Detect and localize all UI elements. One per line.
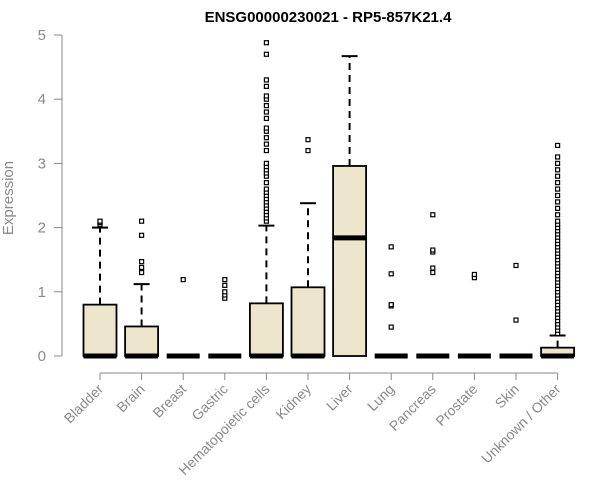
outlier-point bbox=[554, 180, 561, 186]
y-tick-label: 1 bbox=[38, 284, 46, 301]
outlier-point bbox=[430, 269, 436, 276]
box-group bbox=[208, 277, 242, 359]
outlier-point bbox=[305, 137, 311, 143]
outlier-point bbox=[388, 271, 394, 277]
box-group bbox=[540, 142, 575, 359]
outlier-point bbox=[180, 277, 186, 283]
outlier-point bbox=[263, 40, 269, 46]
outlier-point bbox=[471, 271, 477, 278]
outlier-point bbox=[554, 218, 561, 224]
box-rect bbox=[290, 286, 326, 357]
outlier-point bbox=[263, 141, 269, 147]
box-group bbox=[332, 55, 368, 357]
outlier-point bbox=[554, 167, 561, 173]
outlier-point bbox=[263, 77, 269, 83]
outlier-point bbox=[554, 173, 561, 179]
outlier-point bbox=[263, 115, 269, 122]
box-rect bbox=[124, 325, 159, 357]
outlier-point bbox=[388, 302, 394, 308]
y-tick-label: 4 bbox=[38, 91, 46, 108]
box-group bbox=[290, 137, 326, 359]
x-tick-label: Lung bbox=[364, 381, 397, 414]
box-rect bbox=[332, 165, 368, 357]
box-group bbox=[457, 271, 491, 359]
outlier-point bbox=[97, 218, 103, 224]
outlier-point bbox=[222, 277, 228, 283]
plot-area bbox=[82, 40, 575, 359]
outlier-point bbox=[430, 212, 436, 218]
outlier-point bbox=[305, 147, 311, 154]
outlier-point bbox=[222, 282, 228, 288]
outlier-point bbox=[139, 269, 145, 276]
outlier-point bbox=[388, 244, 394, 250]
x-tick-label: Liver bbox=[323, 381, 356, 414]
outlier-point bbox=[554, 212, 561, 218]
outlier-point bbox=[139, 218, 145, 224]
x-tick-label: Skin bbox=[492, 381, 523, 412]
outlier-point bbox=[263, 186, 269, 192]
outlier-point bbox=[554, 154, 561, 160]
outlier-point bbox=[263, 51, 269, 57]
x-tick-label: Prostate bbox=[432, 381, 480, 429]
outlier-point bbox=[513, 317, 519, 323]
outlier-point bbox=[513, 262, 519, 269]
outlier-point bbox=[263, 83, 269, 89]
x-tick-label: Unknown / Other bbox=[478, 381, 564, 467]
outlier-point bbox=[263, 180, 269, 186]
x-tick-label: Bladder bbox=[61, 381, 107, 427]
outlier-point bbox=[263, 125, 269, 131]
outlier-point bbox=[554, 186, 561, 192]
outlier-point bbox=[139, 232, 145, 238]
box-group bbox=[166, 277, 200, 359]
outlier-point bbox=[139, 264, 145, 271]
box-group bbox=[416, 212, 450, 359]
chart-title: ENSG00000230021 - RP5-857K21.4 bbox=[205, 9, 452, 26]
box-rect bbox=[82, 303, 118, 357]
outlier-point bbox=[554, 199, 561, 205]
outlier-point bbox=[139, 259, 145, 265]
outlier-point bbox=[222, 289, 228, 295]
outlier-point bbox=[263, 109, 269, 115]
x-tick-label: Breast bbox=[149, 381, 189, 421]
outlier-point bbox=[263, 135, 269, 141]
outlier-point bbox=[263, 103, 269, 109]
outlier-point bbox=[263, 147, 269, 154]
outlier-point bbox=[554, 192, 561, 199]
outlier-point bbox=[554, 142, 561, 149]
outlier-point bbox=[554, 205, 561, 211]
outlier-point bbox=[430, 247, 436, 253]
x-tick-label: Brain bbox=[113, 381, 147, 415]
outlier-point bbox=[430, 265, 436, 271]
outlier-point bbox=[263, 160, 269, 166]
outlier-point bbox=[554, 160, 561, 166]
box-group bbox=[248, 40, 284, 359]
box-group bbox=[124, 218, 159, 359]
y-tick-label: 0 bbox=[38, 348, 46, 365]
x-tick-label: Kidney bbox=[273, 381, 315, 423]
box-group bbox=[499, 262, 533, 359]
box-group bbox=[374, 244, 408, 359]
outlier-point bbox=[388, 324, 394, 330]
box-group bbox=[82, 218, 118, 359]
y-tick-label: 2 bbox=[38, 220, 46, 237]
y-axis-label: Expression bbox=[0, 161, 17, 235]
outlier-point bbox=[263, 93, 269, 99]
y-axis: 0 1 2 3 4 5 bbox=[38, 27, 63, 365]
y-tick-label: 5 bbox=[38, 27, 46, 44]
y-tick-label: 3 bbox=[38, 155, 46, 172]
box-rect bbox=[248, 302, 284, 357]
